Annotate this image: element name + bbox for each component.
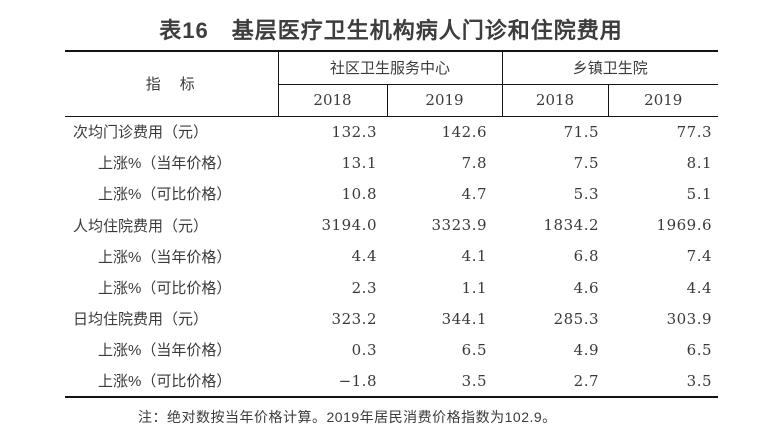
table-cell: 4.4 xyxy=(686,278,713,297)
year-header-township-2018: 2018 xyxy=(502,84,609,116)
table-row: 日均住院费用（元） 323.2 344.1 285.3 303.9 xyxy=(65,303,718,334)
table-cell: 4.6 xyxy=(573,278,600,297)
table-cell: 3323.9 xyxy=(431,216,488,235)
table-row: 上涨%（可比价格） −1.8 3.5 2.7 3.5 xyxy=(65,366,718,397)
row-label: 日均住院费用（元） xyxy=(73,311,209,329)
table-cell: 323.2 xyxy=(331,309,377,328)
table-cell: 6.8 xyxy=(573,247,600,266)
row-label: 上涨%（当年价格） xyxy=(98,248,232,266)
table-row: 上涨%（当年价格） 4.4 4.1 6.8 7.4 xyxy=(65,241,718,272)
table-cell: 7.8 xyxy=(461,153,488,172)
row-label: 上涨%（当年价格） xyxy=(98,155,232,173)
row-label: 上涨%（可比价格） xyxy=(98,373,232,391)
table-cell: 13.1 xyxy=(341,153,377,172)
table-cell: 4.9 xyxy=(573,340,600,359)
table-cell: −1.8 xyxy=(338,371,377,390)
indicator-header-cell: 指 标 xyxy=(65,51,279,116)
table-body: 次均门诊费用（元） 132.3 142.6 71.5 77.3 上涨%（当年价格… xyxy=(65,116,718,397)
year-header-community-2018: 2018 xyxy=(278,84,388,116)
statistics-table: 指 标 社区卫生服务中心 乡镇卫生院 2018 2019 2018 2019 次… xyxy=(65,50,719,398)
header-year-row: 2018 2019 2018 2019 xyxy=(65,84,719,116)
table-cell: 3.5 xyxy=(686,371,713,390)
table-cell: 142.6 xyxy=(441,122,488,141)
table-cell: 71.5 xyxy=(563,122,600,141)
table-cell: 10.8 xyxy=(341,184,377,203)
group-header-community-health-centers: 社区卫生服务中心 xyxy=(278,51,503,85)
row-label: 人均住院费用（元） xyxy=(73,217,209,235)
table-cell: 4.7 xyxy=(461,184,488,203)
table-cell: 303.9 xyxy=(666,309,713,328)
table-footnote: 注：绝对数按当年价格计算。2019年居民消费价格指数为102.9。 xyxy=(138,409,557,425)
header-group-row: 指 标 社区卫生服务中心 乡镇卫生院 xyxy=(65,51,719,116)
year-header-township-2019: 2019 xyxy=(644,91,683,109)
table-cell: 4.1 xyxy=(461,247,488,266)
row-label: 上涨%（当年价格） xyxy=(98,342,232,360)
table-cell: 77.3 xyxy=(676,122,713,141)
table-title: 表16 基层医疗卫生机构病人门诊和住院费用 xyxy=(159,18,623,43)
year-header-community-2019: 2019 xyxy=(387,84,503,116)
table-cell: 3194.0 xyxy=(321,216,377,235)
table-cell: 1.1 xyxy=(461,278,488,297)
table-row: 上涨%（可比价格） 2.3 1.1 4.6 4.4 xyxy=(65,272,718,303)
table-cell: 5.1 xyxy=(686,184,713,203)
table-cell: 3.5 xyxy=(461,371,488,390)
row-label: 上涨%（可比价格） xyxy=(98,186,232,204)
table-cell: 4.4 xyxy=(351,247,377,266)
table-header: 指 标 社区卫生服务中心 乡镇卫生院 2018 2019 2018 2019 xyxy=(65,51,719,116)
table-cell: 1834.2 xyxy=(543,216,600,235)
table-cell: 1969.6 xyxy=(656,216,713,235)
table-cell: 0.3 xyxy=(351,340,377,359)
table-cell: 8.1 xyxy=(686,153,713,172)
table-row: 上涨%（可比价格） 10.8 4.7 5.3 5.1 xyxy=(65,178,718,209)
table-row: 次均门诊费用（元） 132.3 142.6 71.5 77.3 xyxy=(65,116,718,147)
table-cell: 285.3 xyxy=(553,309,600,328)
table-row: 上涨%（当年价格） 13.1 7.8 7.5 8.1 xyxy=(65,147,718,178)
table-cell: 7.4 xyxy=(686,247,713,266)
group-header-township-health-centers: 乡镇卫生院 xyxy=(502,51,719,85)
table-row: 人均住院费用（元） 3194.0 3323.9 1834.2 1969.6 xyxy=(65,210,718,241)
table-cell: 2.3 xyxy=(351,278,377,297)
table-cell: 7.5 xyxy=(573,153,600,172)
row-label: 上涨%（可比价格） xyxy=(98,280,232,298)
table-row: 上涨%（当年价格） 0.3 6.5 4.9 6.5 xyxy=(65,334,718,365)
table-cell: 6.5 xyxy=(461,340,488,359)
row-label: 次均门诊费用（元） xyxy=(73,124,209,142)
table-cell: 132.3 xyxy=(331,122,377,141)
table-cell: 5.3 xyxy=(573,184,600,203)
table-cell: 344.1 xyxy=(441,309,488,328)
table-cell: 6.5 xyxy=(686,340,713,359)
table-cell: 2.7 xyxy=(573,371,600,390)
